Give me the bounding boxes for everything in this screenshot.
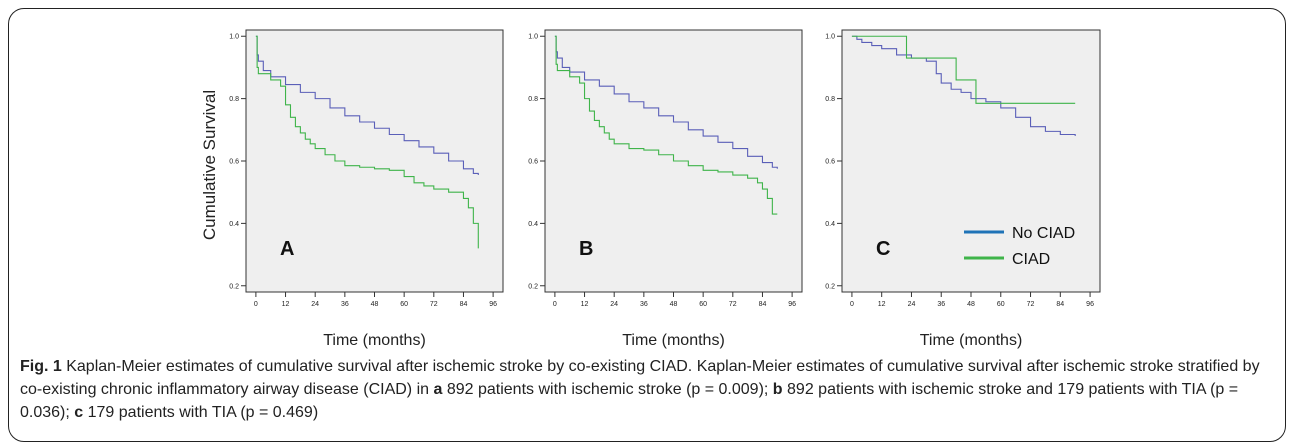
y-tick-label: 0.2 [229,283,239,290]
km-curve-ciad [255,35,479,249]
caption-label: Fig. 1 [20,358,62,375]
legend-label: CIAD [1012,251,1050,268]
y-tick-label: 0.2 [528,283,538,290]
panel-label: A [280,238,294,260]
x-tick-label: 24 [610,301,618,308]
x-tick-label: 48 [371,301,379,308]
x-tick-label: 36 [937,301,945,308]
y-tick-label: 0.6 [825,159,835,166]
x-tick-label: 84 [759,301,767,308]
y-tick-label: 0.6 [229,159,239,166]
panel-label: C [876,238,890,260]
x-tick-label: 72 [729,301,737,308]
x-tick-label: 12 [581,301,589,308]
y-axis-title: Cumulative Survival [200,90,219,240]
y-tick-label: 0.8 [825,96,835,103]
x-tick-label: 36 [640,301,648,308]
panel-c: 0.2 0.4 0.6 0.8 1.0 0 12 24 36 48 60 72 84 96 C Time (m… [825,29,1101,349]
km-curve-no-ciad [554,35,778,169]
x-tick-label: 48 [967,301,975,308]
caption-body-1: Kaplan-Meier estimates of cumulative sur… [20,358,1260,398]
km-charts: 0.2 0.4 0.6 0.8 1.0 0 12 24 36 48 60 72 84 96 A Time (m… [200,29,1101,349]
y-tick-label: 0.4 [825,221,835,228]
caption-body-4: 179 patients with TIA (p = 0.469) [87,404,319,421]
caption-body-2: 892 patients with ischemic stroke (p = 0… [446,381,769,398]
km-curve-ciad [851,35,1076,104]
x-axis-title: Time (months) [622,332,725,349]
caption-b: b [772,381,783,398]
x-tick-label: 24 [908,301,916,308]
x-tick-label: 12 [878,301,886,308]
caption-c: c [74,404,84,421]
panel-a: 0.2 0.4 0.6 0.8 1.0 0 12 24 36 48 60 72 84 96 A Time (m… [229,29,504,349]
x-tick-label: 0 [850,301,854,308]
x-tick-label: 12 [282,301,290,308]
x-tick-label: 84 [1056,301,1064,308]
x-tick-label: 0 [254,301,258,308]
y-tick-label: 0.6 [528,159,538,166]
x-tick-label: 36 [341,301,349,308]
caption-body-3: 892 patients with ischemic stroke and 17… [20,381,1239,421]
x-tick-label: 60 [400,301,408,308]
panel-label: B [579,238,593,260]
legend-label: No CIAD [1012,225,1075,242]
panel-b: 0.2 0.4 0.6 0.8 1.0 0 12 24 36 48 60 72 84 96 B Time (m… [528,29,803,349]
y-tick-label: 1.0 [528,34,538,41]
caption-a: a [433,381,443,398]
x-tick-label: 0 [553,301,557,308]
x-tick-label: 72 [430,301,438,308]
y-tick-label: 0.8 [229,96,239,103]
x-axis-title: Time (months) [323,332,426,349]
x-tick-label: 48 [670,301,678,308]
x-tick-label: 84 [460,301,468,308]
x-tick-label: 60 [699,301,707,308]
km-curve-ciad [554,35,778,215]
x-tick-label: 96 [489,301,497,308]
y-tick-label: 0.4 [528,221,538,228]
x-axis-title: Time (months) [920,332,1023,349]
x-tick-label: 96 [788,301,796,308]
x-tick-label: 72 [1027,301,1035,308]
y-tick-label: 0.8 [528,96,538,103]
figure-caption: Fig. 1 Kaplan-Meier estimates of cumulat… [20,355,1280,424]
km-curve-no-ciad [255,35,479,176]
y-tick-label: 0.4 [229,221,239,228]
x-tick-label: 96 [1086,301,1094,308]
caption-title: Kaplan-Meier estimates of cumulative sur… [66,358,693,375]
y-tick-label: 0.2 [825,283,835,290]
y-tick-label: 1.0 [825,34,835,41]
x-tick-label: 60 [997,301,1005,308]
km-curve-no-ciad [851,35,1076,137]
plot-area [841,29,1101,293]
y-tick-label: 1.0 [229,34,239,41]
x-tick-label: 24 [311,301,319,308]
